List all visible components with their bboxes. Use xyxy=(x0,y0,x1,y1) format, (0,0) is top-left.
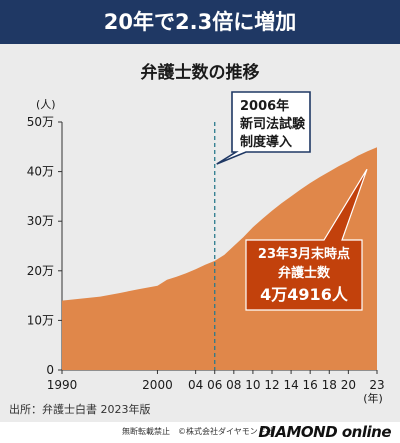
y-tick-label: 20万 xyxy=(27,264,54,278)
x-tick-label: 14 xyxy=(283,378,298,392)
x-tick-label: 23 xyxy=(369,378,384,392)
y-tick-label: 30万 xyxy=(27,214,54,228)
y-tick-label: 50万 xyxy=(27,115,54,129)
value-label-line-1: 弁護士数 xyxy=(278,265,331,281)
callout-line-1: 新司法試験 xyxy=(240,116,306,132)
y-tick-label: 40万 xyxy=(27,165,54,179)
header-title: 20年で2.3倍に増加 xyxy=(103,10,297,34)
x-tick-label: 04 xyxy=(188,378,203,392)
x-axis: 1990 2000 04 06 08 10 12 14 16 18 20 23(年) xyxy=(47,369,385,405)
x-tick-label: 08 xyxy=(226,378,241,392)
value-label-line-0: 23年3月末時点 xyxy=(258,246,350,262)
y-tick-label: 10万 xyxy=(27,313,54,327)
x-tick-label: 10 xyxy=(245,378,260,392)
x-tick-label: 12 xyxy=(264,378,279,392)
x-tick-label: 16 xyxy=(303,378,318,392)
copyright-text: 無断転載禁止 ©株式会社ダイヤモンド社 xyxy=(122,427,274,436)
y-axis: (人) 0 10万 20万 30万 40万 50万 xyxy=(27,98,63,377)
value-label-line-2: 4万4916人 xyxy=(260,285,349,304)
x-tick-label: 18 xyxy=(322,378,337,392)
x-unit-label: (年) xyxy=(363,391,383,405)
y-tick-label: 0 xyxy=(46,363,54,377)
source-note: 出所：弁護士白書 2023年版 xyxy=(9,403,151,416)
value-label-box xyxy=(245,168,368,311)
chart-title: 弁護士数の推移 xyxy=(140,63,260,83)
header-banner xyxy=(0,0,400,44)
x-tick-label: 1990 xyxy=(47,378,78,392)
callout-line-2: 制度導入 xyxy=(240,134,292,150)
y-unit-label: (人) xyxy=(36,98,56,111)
x-tick-label: 06 xyxy=(207,378,222,392)
footer-bar xyxy=(0,422,400,443)
area-series xyxy=(62,147,377,370)
callout-box xyxy=(216,91,311,165)
x-tick-label: 20 xyxy=(341,378,356,392)
callout-line-0: 2006年 xyxy=(240,98,289,114)
x-tick-label: 2000 xyxy=(142,378,173,392)
brand-logo: DIAMOND online xyxy=(258,423,391,441)
